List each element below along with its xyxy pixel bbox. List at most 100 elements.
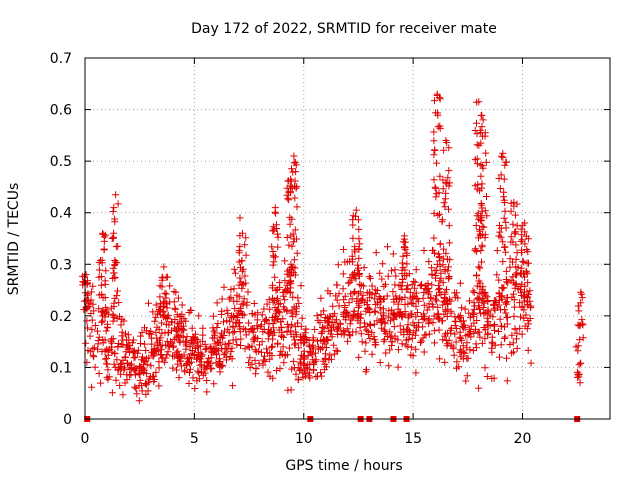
data-point: [452, 338, 460, 346]
data-point: [290, 152, 298, 160]
data-point: [365, 273, 373, 281]
data-point: [521, 219, 529, 227]
data-point: [398, 259, 406, 267]
data-point: [404, 328, 412, 336]
data-point: [177, 362, 185, 370]
data-point: [520, 314, 528, 322]
data-point: [488, 344, 496, 352]
data-point: [358, 338, 366, 346]
data-point: [210, 380, 218, 388]
data-point: [296, 358, 304, 366]
data-point: [117, 359, 125, 367]
data-point: [419, 294, 427, 302]
data-point: [295, 375, 302, 383]
data-point: [513, 344, 521, 352]
data-point: [291, 341, 299, 349]
data-point: [141, 340, 149, 348]
data-point: [425, 315, 433, 323]
data-point: [433, 190, 441, 198]
data-point: [86, 332, 94, 340]
data-point: [521, 293, 529, 301]
data-point: [508, 331, 516, 339]
data-point: [405, 327, 413, 335]
data-point: [572, 343, 580, 351]
data-point: [230, 285, 238, 293]
data-point: [410, 277, 418, 285]
data-point: [224, 345, 232, 353]
data-point: [401, 244, 409, 252]
data-point: [488, 333, 496, 341]
data-point: [221, 340, 229, 348]
data-point: [343, 325, 351, 333]
data-point: [443, 180, 451, 188]
data-point: [382, 349, 390, 357]
data-point: [269, 227, 277, 235]
data-point: [245, 359, 253, 367]
data-point: [95, 291, 103, 299]
data-point: [466, 297, 473, 305]
data-point: [497, 306, 504, 314]
data-point: [463, 372, 471, 380]
data-point: [186, 365, 194, 373]
data-point: [385, 362, 393, 370]
data-point: [412, 327, 420, 335]
data-point: [104, 366, 112, 374]
data-point: [287, 309, 295, 317]
data-point: [182, 345, 190, 353]
data-point: [145, 330, 153, 337]
data-point: [168, 318, 176, 326]
data-point: [291, 158, 299, 166]
data-point: [138, 387, 146, 395]
data-point: [430, 209, 438, 217]
data-point: [273, 285, 281, 293]
data-point: [178, 301, 186, 309]
y-tick-label: 0: [63, 412, 72, 428]
data-point: [109, 233, 117, 241]
data-point: [404, 335, 412, 343]
data-point: [361, 323, 369, 331]
data-point: [173, 366, 180, 374]
data-point: [175, 374, 183, 382]
data-point: [364, 331, 372, 338]
data-point: [371, 307, 379, 315]
data-point: [443, 286, 450, 294]
data-point: [446, 179, 454, 187]
data-point: [502, 158, 510, 166]
data-point: [156, 334, 164, 342]
data-point: [574, 347, 582, 355]
data-point: [436, 262, 444, 270]
data-point: [271, 204, 279, 212]
data-point: [483, 293, 491, 301]
data-point: [480, 223, 488, 231]
data-point: [189, 335, 197, 343]
data-point: [97, 379, 105, 387]
data-point: [523, 288, 531, 296]
data-point: [112, 376, 120, 384]
data-point: [168, 327, 175, 335]
data-point: [245, 319, 253, 327]
data-point: [172, 288, 180, 296]
data-point: [524, 346, 532, 354]
data-point: [435, 326, 443, 334]
data-point: [372, 249, 380, 257]
data-point: [425, 258, 433, 266]
data-point: [500, 175, 508, 183]
data-point: [420, 348, 428, 356]
data-point: [516, 324, 524, 332]
data-point: [158, 329, 166, 337]
data-point: [289, 293, 297, 301]
data-point: [404, 314, 412, 322]
data-point: [335, 324, 342, 332]
data-point: [220, 318, 227, 326]
data-point: [248, 342, 256, 350]
data-point: [518, 236, 526, 244]
data-point: [435, 250, 443, 258]
data-point: [242, 251, 250, 259]
data-point: [354, 266, 362, 274]
x-tick-label: 10: [295, 431, 313, 447]
data-point: [203, 359, 211, 367]
data-point: [524, 294, 532, 302]
data-point: [187, 306, 195, 314]
data-point: [398, 340, 406, 348]
